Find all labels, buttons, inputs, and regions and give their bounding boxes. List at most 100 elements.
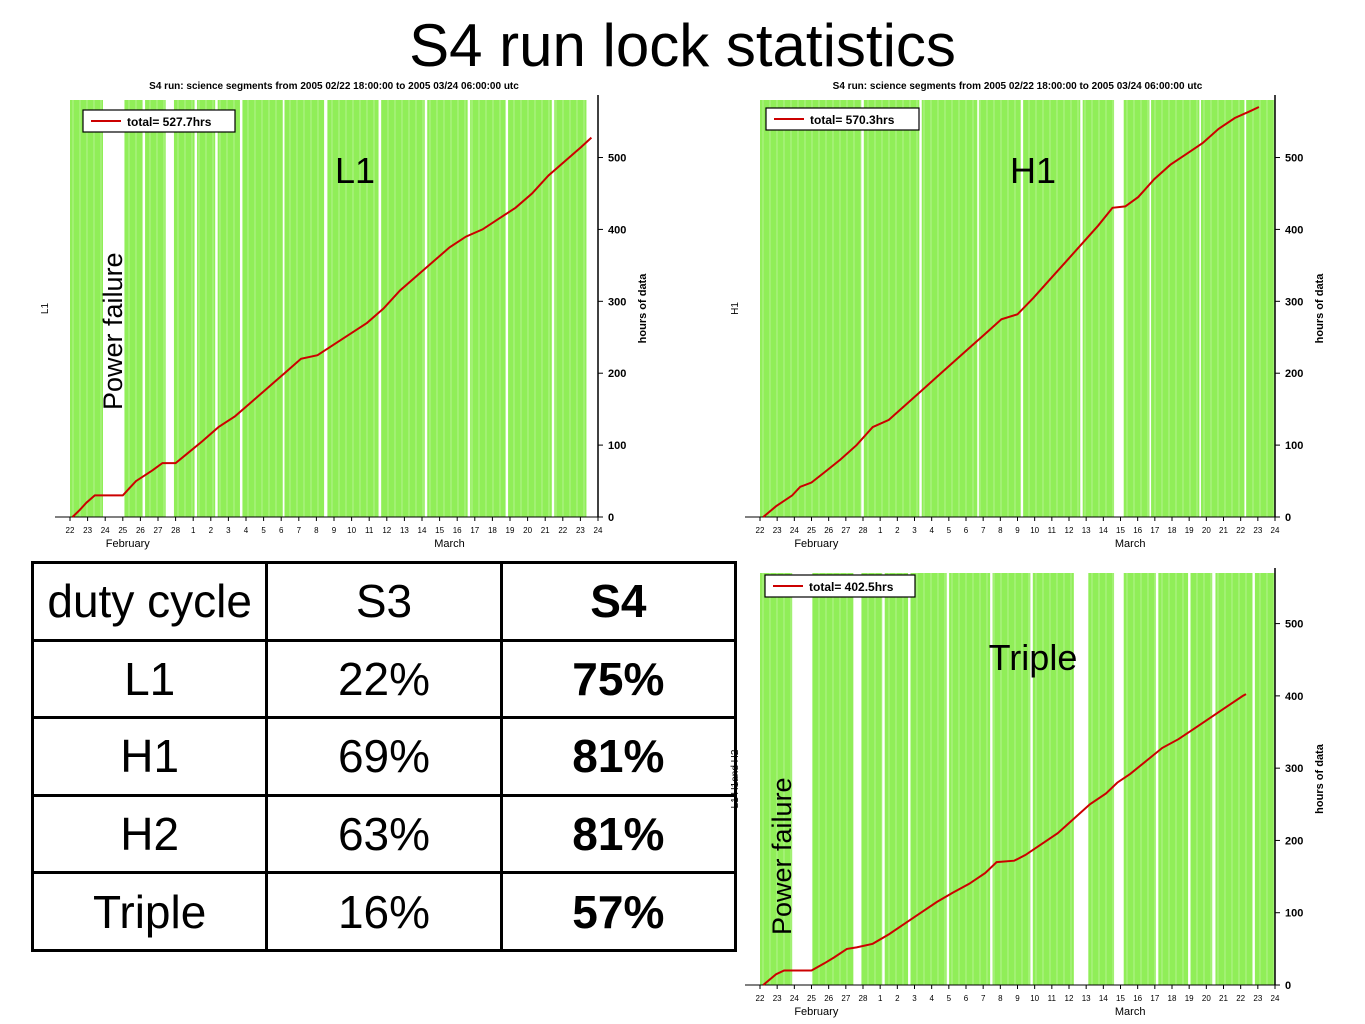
x-tick-label: 4 — [929, 526, 934, 535]
x-tick-label: 24 — [1271, 994, 1280, 1003]
table-row: L1 22% 75% — [30, 638, 738, 720]
x-tick-label: 17 — [1150, 526, 1159, 535]
chart-overlay-label: Triple — [989, 637, 1078, 678]
table-cell: H2 — [30, 793, 269, 875]
x-tick-label: 23 — [773, 526, 782, 535]
x-tick-label: 7 — [297, 526, 302, 535]
table-row: Triple 16% 57% — [30, 871, 738, 952]
table-cell: H1 — [30, 716, 269, 797]
power-failure-annotation: Power failure — [767, 777, 797, 935]
x-month-label: March — [434, 538, 465, 550]
x-tick-label: 1 — [878, 526, 883, 535]
unlocked-gap — [1252, 573, 1255, 985]
unlocked-gap — [378, 100, 382, 517]
x-tick-label: 10 — [1030, 526, 1039, 535]
y-tick-label: 100 — [1285, 440, 1303, 452]
y-tick-label: 100 — [1285, 908, 1303, 920]
x-tick-label: 14 — [1099, 994, 1108, 1003]
y-tick-label: 0 — [608, 512, 614, 524]
table-row: H1 69% 81% — [30, 716, 738, 797]
x-tick-label: 9 — [332, 526, 337, 535]
x-tick-label: 5 — [947, 526, 952, 535]
unlocked-gap — [1030, 573, 1033, 985]
x-tick-label: 15 — [435, 526, 444, 535]
x-tick-label: 21 — [1219, 526, 1228, 535]
x-tick-label: 23 — [1253, 994, 1262, 1003]
y-tick-label: 500 — [1285, 619, 1303, 631]
x-tick-label: 15 — [1116, 994, 1125, 1003]
y-axis-label-left: L1 H1and H2 — [730, 749, 741, 808]
x-tick-label: 3 — [912, 994, 917, 1003]
x-tick-label: 11 — [365, 526, 374, 535]
table-cell: Triple — [30, 871, 269, 952]
x-tick-label: 3 — [912, 526, 917, 535]
x-tick-label: 22 — [756, 526, 765, 535]
legend-box — [765, 107, 920, 131]
x-month-label: March — [1115, 1006, 1146, 1018]
x-tick-label: 14 — [418, 526, 427, 535]
y-tick-label: 0 — [1285, 980, 1291, 992]
legend-box — [764, 574, 916, 598]
unlocked-gap — [861, 100, 864, 517]
y-tick-label: 400 — [608, 224, 626, 236]
cumulative-hours-line — [762, 106, 1260, 518]
chart-title: S4 run: science segments from 2005 02/22… — [833, 81, 1203, 92]
x-tick-label: 19 — [506, 526, 515, 535]
x-tick-label: 20 — [523, 526, 532, 535]
table-cell: 16% — [265, 871, 503, 952]
table-cell: 81% — [499, 793, 738, 875]
x-tick-label: 13 — [1082, 526, 1091, 535]
unlocked-gap — [1114, 573, 1124, 985]
unlocked-gap — [142, 100, 146, 517]
x-tick-label: 16 — [453, 526, 462, 535]
y-tick-label: 500 — [608, 153, 626, 165]
unlocked-gap — [424, 100, 428, 517]
x-tick-label: 24 — [790, 526, 799, 535]
x-tick-label: 6 — [964, 526, 969, 535]
x-tick-label: 10 — [1030, 994, 1039, 1003]
x-tick-label: 13 — [400, 526, 409, 535]
x-tick-label: 20 — [1202, 994, 1211, 1003]
x-tick-label: 18 — [488, 526, 497, 535]
x-tick-label: 13 — [1082, 994, 1091, 1003]
y-axis-label-left: L1 — [40, 303, 51, 315]
x-tick-label: 16 — [1133, 526, 1142, 535]
unlocked-gap — [1080, 100, 1083, 517]
chart-overlay-label: H1 — [1010, 150, 1056, 191]
x-tick-label: 6 — [964, 994, 969, 1003]
unlocked-gap — [1199, 100, 1201, 517]
y-axis-label-right: hours of data — [1314, 743, 1326, 814]
y-axis-label-right: hours of data — [637, 273, 649, 344]
x-tick-label: 27 — [841, 526, 850, 535]
x-tick-label: 25 — [807, 526, 816, 535]
locked-segments-area — [760, 573, 1275, 985]
x-tick-label: 4 — [929, 994, 934, 1003]
unlocked-gap — [1149, 100, 1152, 517]
x-tick-label: 21 — [541, 526, 550, 535]
unlocked-gap — [467, 100, 471, 517]
legend-label: total= 527.7hrs — [127, 115, 212, 129]
x-tick-label: 3 — [226, 526, 231, 535]
x-tick-label: 15 — [1116, 526, 1125, 535]
y-axis-label-left: H1 — [730, 302, 741, 315]
x-tick-label: 2 — [895, 994, 900, 1003]
x-tick-label: 12 — [1065, 994, 1074, 1003]
unlocked-gap — [977, 100, 979, 517]
y-axis-label-right: hours of data — [1314, 273, 1326, 344]
unlocked-gap — [215, 100, 218, 517]
x-tick-label: 7 — [981, 994, 986, 1003]
triple-chart: 0 100 200 300 400 500 hours of data L1 H1and H2… — [730, 568, 1326, 1018]
page-title: S4 run lock statistics — [409, 12, 956, 79]
x-tick-label: 25 — [807, 994, 816, 1003]
x-tick-label: 25 — [118, 526, 127, 535]
x-tick-label: 22 — [756, 994, 765, 1003]
unlocked-gap — [919, 100, 922, 517]
x-tick-label: 11 — [1048, 526, 1057, 535]
x-month-label: February — [794, 1006, 839, 1018]
x-tick-label: 24 — [1271, 526, 1280, 535]
y-tick-label: 300 — [1285, 763, 1303, 775]
unlocked-gap — [586, 100, 598, 517]
unlocked-gap — [121, 100, 125, 517]
y-tick-label: 300 — [608, 296, 626, 308]
x-tick-label: 2 — [209, 526, 214, 535]
